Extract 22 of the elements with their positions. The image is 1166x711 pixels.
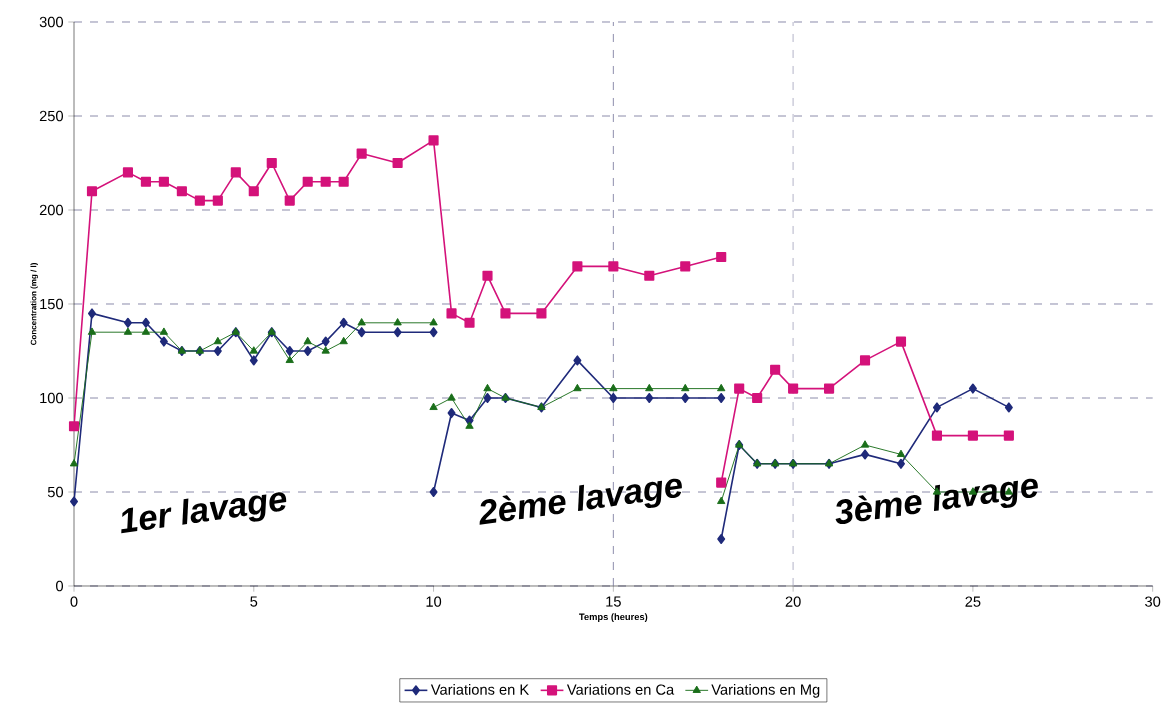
x-tick-label: 5 — [250, 596, 258, 607]
annotation: 2ème lavage — [479, 478, 682, 525]
annotation: 3ème lavage — [835, 478, 1038, 525]
legend-label: Variations en K — [430, 684, 529, 695]
y-tick-label: 50 — [47, 486, 64, 498]
y-tick-label: 250 — [39, 110, 64, 122]
legend-label: Variations en Ca — [566, 684, 675, 695]
y-tick-label: 200 — [39, 204, 64, 216]
x-tick-label: 15 — [606, 596, 621, 607]
y-tick-label: 300 — [39, 16, 64, 28]
y-tick-label: 100 — [40, 392, 64, 404]
x-tick-label: 30 — [1145, 596, 1161, 607]
legend-label: Variations en Mg — [711, 684, 820, 698]
x-tick-label: 10 — [426, 596, 442, 607]
x-axis-title: Temps (heures) — [579, 613, 648, 622]
y-axis-title: Concentration (mg / l) — [30, 263, 38, 345]
y-tick-label: 150 — [40, 298, 64, 310]
x-tick-label: 0 — [70, 596, 78, 607]
x-tick-label: 25 — [965, 596, 981, 607]
x-tick-label: 20 — [785, 596, 801, 607]
y-tick-label: 0 — [56, 580, 64, 592]
annotation: 1er lavage — [121, 492, 287, 534]
